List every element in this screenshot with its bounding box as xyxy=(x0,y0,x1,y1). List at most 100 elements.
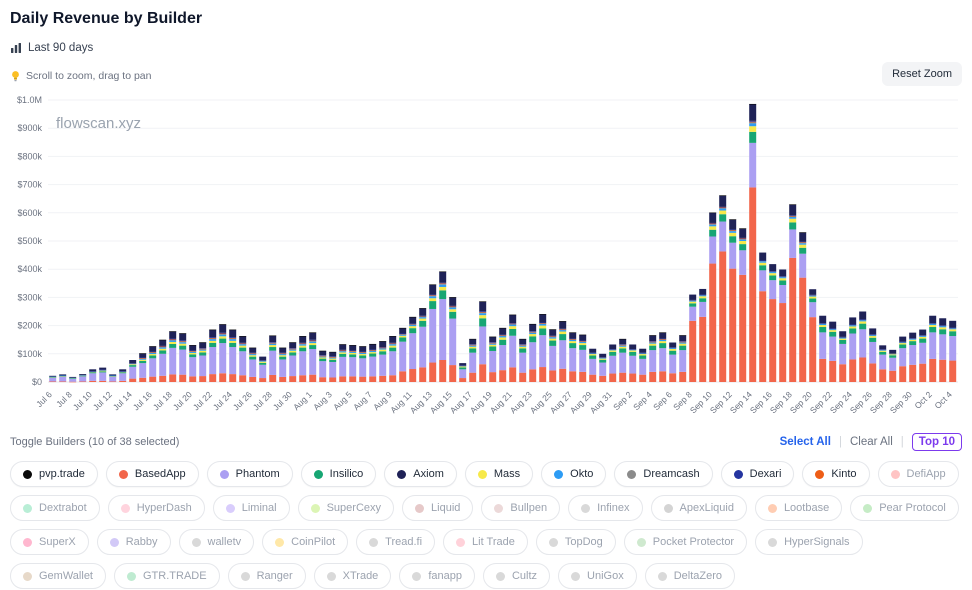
bar-segment[interactable] xyxy=(559,330,567,332)
bar-segment[interactable] xyxy=(189,376,197,382)
bar-segment[interactable] xyxy=(569,371,577,382)
bar-segment[interactable] xyxy=(709,263,717,382)
bar-segment[interactable] xyxy=(159,347,167,349)
bar-segment[interactable] xyxy=(479,312,487,313)
bar-segment[interactable] xyxy=(319,350,327,352)
bar-segment[interactable] xyxy=(739,238,747,240)
bar-segment[interactable] xyxy=(869,334,877,337)
bar-segment[interactable] xyxy=(309,374,317,382)
bar-segment[interactable] xyxy=(729,231,737,233)
bar-segment[interactable] xyxy=(329,357,337,359)
bar-segment[interactable] xyxy=(619,339,627,345)
bar-segment[interactable] xyxy=(749,121,757,123)
bar-segment[interactable] xyxy=(769,273,777,276)
bar-segment[interactable] xyxy=(399,333,407,335)
bar-segment[interactable] xyxy=(199,342,207,349)
bar-segment[interactable] xyxy=(619,344,627,345)
bar-segment[interactable] xyxy=(479,315,487,319)
builder-chip-supercexy[interactable]: SuperCexy xyxy=(297,495,395,521)
bar-segment[interactable] xyxy=(569,332,577,339)
bar-segment[interactable] xyxy=(299,375,307,382)
bar-segment[interactable] xyxy=(699,316,707,382)
builder-chip-unigox[interactable]: UniGox xyxy=(558,563,637,589)
bar-segment[interactable] xyxy=(659,339,667,342)
bar-segment[interactable] xyxy=(709,212,717,223)
bar-segment[interactable] xyxy=(379,341,387,348)
bar-segment[interactable] xyxy=(269,374,277,382)
bar-segment[interactable] xyxy=(799,243,807,245)
bar-segment[interactable] xyxy=(529,324,537,332)
bar-segment[interactable] xyxy=(779,280,787,285)
bar-segment[interactable] xyxy=(199,376,207,382)
bar-segment[interactable] xyxy=(579,340,587,342)
bar-segment[interactable] xyxy=(659,339,667,340)
bar-segment[interactable] xyxy=(639,355,647,359)
bar-segment[interactable] xyxy=(209,329,217,338)
bar-segment[interactable] xyxy=(619,344,627,346)
bar-segment[interactable] xyxy=(229,329,237,331)
bar-segment[interactable] xyxy=(449,306,457,308)
bar-segment[interactable] xyxy=(439,283,447,285)
bar-segment[interactable] xyxy=(219,333,227,335)
bar-segment[interactable] xyxy=(139,363,147,378)
bar-segment[interactable] xyxy=(659,332,667,333)
builder-chip-bullpen[interactable]: Bullpen xyxy=(481,495,561,521)
bar-segment[interactable] xyxy=(929,325,937,328)
bar-segment[interactable] xyxy=(559,329,567,330)
bar-segment[interactable] xyxy=(559,331,567,335)
bar-segment[interactable] xyxy=(349,352,357,355)
bar-segment[interactable] xyxy=(279,353,287,354)
bar-segment[interactable] xyxy=(219,324,227,333)
bar-segment[interactable] xyxy=(799,277,807,382)
bar-segment[interactable] xyxy=(129,366,137,379)
bar-segment[interactable] xyxy=(399,341,407,372)
bar-segment[interactable] xyxy=(669,342,677,348)
bar-segment[interactable] xyxy=(789,216,797,218)
bar-segment[interactable] xyxy=(319,357,327,359)
bar-segment[interactable] xyxy=(479,311,487,313)
bar-segment[interactable] xyxy=(289,349,297,351)
bar-segment[interactable] xyxy=(189,354,197,358)
bar-segment[interactable] xyxy=(569,348,577,372)
bar-segment[interactable] xyxy=(859,311,867,320)
bar-segment[interactable] xyxy=(179,349,187,375)
bar-segment[interactable] xyxy=(309,343,317,346)
bar-segment[interactable] xyxy=(219,373,227,382)
bar-segment[interactable] xyxy=(449,306,457,308)
bar-segment[interactable] xyxy=(559,368,567,382)
bar-segment[interactable] xyxy=(799,241,807,243)
builder-chip-gemwallet[interactable]: GemWallet xyxy=(10,563,106,589)
bar-segment[interactable] xyxy=(389,351,397,376)
bar-segment[interactable] xyxy=(379,349,387,352)
bar-segment[interactable] xyxy=(339,344,347,350)
bar-segment[interactable] xyxy=(629,355,637,374)
bar-segment[interactable] xyxy=(909,338,917,339)
bar-segment[interactable] xyxy=(689,294,697,300)
bar-segment[interactable] xyxy=(129,360,137,364)
bar-segment[interactable] xyxy=(139,353,147,354)
bar-segment[interactable] xyxy=(889,354,897,356)
bar-segment[interactable] xyxy=(59,376,67,382)
bar-segment[interactable] xyxy=(69,376,77,378)
bar-segment[interactable] xyxy=(419,316,427,318)
bar-segment[interactable] xyxy=(639,358,647,375)
bar-segment[interactable] xyxy=(649,345,657,351)
bar-segment[interactable] xyxy=(789,222,797,230)
bar-segment[interactable] xyxy=(749,187,757,382)
bar-segment[interactable] xyxy=(379,354,387,376)
bar-segment[interactable] xyxy=(469,344,477,345)
bar-segment[interactable] xyxy=(269,342,277,343)
bar-segment[interactable] xyxy=(709,229,717,237)
bar-segment[interactable] xyxy=(879,369,887,382)
bar-segment[interactable] xyxy=(319,355,327,357)
bar-segment[interactable] xyxy=(129,365,137,367)
bar-segment[interactable] xyxy=(559,328,567,330)
bar-segment[interactable] xyxy=(789,215,797,217)
bar-segment[interactable] xyxy=(59,375,67,377)
bar-segment[interactable] xyxy=(149,351,157,353)
bar-segment[interactable] xyxy=(899,341,907,343)
bar-segment[interactable] xyxy=(549,345,557,371)
bar-segment[interactable] xyxy=(729,232,737,237)
bar-segment[interactable] xyxy=(639,354,647,356)
bar-segment[interactable] xyxy=(119,372,127,374)
